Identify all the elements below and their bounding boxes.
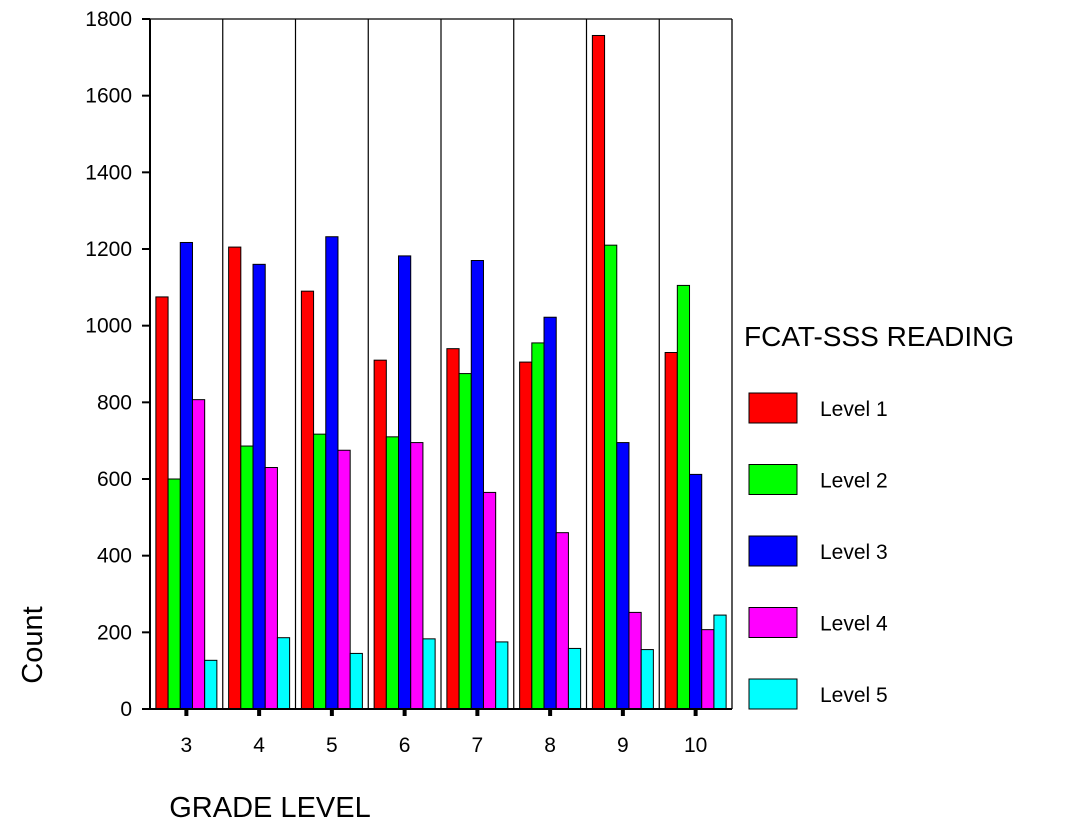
x-axis-title: GRADE LEVEL — [169, 792, 370, 824]
bar-level-5-grade-8 — [567, 647, 582, 710]
bar-level-1-grade-4 — [228, 246, 242, 710]
bar-level-4-grade-5 — [337, 449, 351, 710]
y-tick-label: 1800 — [85, 8, 132, 31]
bar-level-2-grade-4 — [240, 445, 254, 710]
bar-level-4-grade-10 — [701, 629, 715, 710]
y-tick-label: 600 — [97, 468, 132, 491]
bar-level-1-grade-7 — [446, 348, 460, 710]
y-tick-label: 1400 — [85, 161, 132, 184]
y-tick-label: 1000 — [85, 315, 132, 338]
x-tick-label: 3 — [181, 734, 193, 757]
legend: FCAT-SSS READING Level 1 Level 2 Level 3 Le… — [744, 321, 1014, 710]
y-axis: 0 200 400 600 800 1000 1200 1400 1600 1800 — [85, 8, 151, 721]
bar-level-3-grade-5 — [325, 236, 339, 710]
bar-level-5-grade-7 — [495, 641, 509, 710]
bar-level-4-grade-8 — [555, 532, 569, 710]
bar-level-4-grade-3 — [191, 399, 206, 710]
bar-level-2-grade-9 — [604, 244, 618, 710]
bar-level-3-grade-4 — [252, 263, 266, 710]
bar-level-5-grade-10 — [713, 614, 727, 710]
legend-label-level-2: Level 2 — [820, 470, 888, 493]
bar-level-4-grade-9 — [628, 611, 642, 710]
bar-level-2-grade-7 — [458, 373, 472, 710]
bar-level-3-grade-6 — [398, 255, 412, 710]
legend-swatch-level-1 — [748, 392, 798, 424]
y-tick-label: 1200 — [85, 238, 132, 261]
legend-swatch-level-5 — [748, 678, 798, 710]
bar-level-1-grade-5 — [300, 290, 315, 710]
legend-swatch-level-4 — [748, 607, 798, 638]
bar-level-5-grade-6 — [422, 638, 436, 710]
x-tick — [257, 710, 262, 716]
x-tick-label: 9 — [617, 734, 629, 757]
bar-level-3-grade-9 — [616, 442, 630, 710]
bar-level-1-grade-6 — [373, 359, 387, 710]
x-tick-label: 7 — [472, 734, 484, 757]
legend-title: FCAT-SSS READING — [744, 321, 1014, 352]
bar-level-3-grade-10 — [689, 473, 703, 710]
legend-label-level-1: Level 1 — [820, 398, 888, 421]
legend-label-level-4: Level 4 — [820, 613, 888, 636]
legend-swatch-level-3 — [748, 535, 798, 567]
x-tick-label: 4 — [253, 734, 265, 757]
bar-level-5-grade-4 — [276, 637, 291, 710]
bar-level-5-grade-5 — [349, 652, 363, 710]
bar-level-1-grade-9 — [591, 34, 606, 710]
bar-level-4-grade-4 — [264, 467, 278, 710]
bar-level-2-grade-3 — [167, 478, 181, 710]
x-tick — [184, 710, 189, 716]
x-tick-label: 8 — [544, 734, 556, 757]
legend-swatch-level-2 — [748, 464, 798, 495]
bar-level-5-grade-9 — [640, 649, 654, 710]
x-tick — [475, 710, 480, 716]
y-tick-label: 200 — [97, 621, 132, 644]
bars-group — [155, 34, 727, 710]
bar-level-1-grade-8 — [519, 361, 533, 710]
plot-area — [150, 18, 733, 709]
bar-level-3-grade-3 — [179, 241, 193, 710]
legend-label-level-3: Level 3 — [820, 541, 888, 564]
x-tick-label: 10 — [684, 734, 707, 757]
x-tick — [548, 710, 553, 716]
y-tick-label: 800 — [97, 391, 132, 414]
bar-level-1-grade-3 — [155, 296, 169, 710]
y-tick-label: 400 — [97, 545, 132, 568]
x-tick — [402, 710, 407, 716]
bar-level-2-grade-5 — [313, 433, 327, 710]
bar-level-4-grade-6 — [410, 442, 424, 710]
x-tick — [620, 710, 625, 716]
x-tick-label: 6 — [399, 734, 411, 757]
x-axis: 3 4 5 6 7 8 9 10 — [142, 708, 732, 757]
y-tick-label: 0 — [120, 698, 132, 721]
legend-label-level-5: Level 5 — [820, 684, 888, 707]
bar-level-1-grade-10 — [664, 352, 678, 710]
bar-level-2-grade-8 — [531, 342, 545, 710]
x-tick — [693, 710, 698, 716]
x-tick — [329, 710, 334, 716]
x-tick-label: 5 — [326, 734, 338, 757]
y-tick-label: 1600 — [85, 85, 132, 108]
bar-level-3-grade-8 — [543, 316, 557, 710]
bar-level-2-grade-6 — [385, 436, 400, 710]
bar-level-5-grade-3 — [204, 659, 218, 710]
y-axis-title: Count — [17, 606, 49, 683]
bar-level-4-grade-7 — [482, 491, 497, 710]
bar-level-3-grade-7 — [470, 260, 484, 710]
bar-level-2-grade-10 — [676, 284, 691, 710]
